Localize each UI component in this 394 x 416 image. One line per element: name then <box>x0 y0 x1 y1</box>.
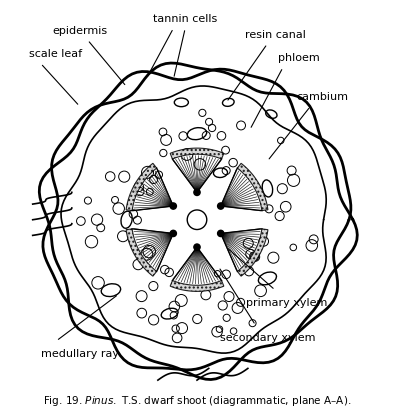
Text: resin canal: resin canal <box>245 30 306 40</box>
Text: tannin cells: tannin cells <box>153 14 217 24</box>
Text: epidermis: epidermis <box>52 26 107 36</box>
Circle shape <box>170 230 177 237</box>
Polygon shape <box>237 229 268 276</box>
Circle shape <box>194 189 200 196</box>
Text: scale leaf: scale leaf <box>29 50 82 59</box>
Polygon shape <box>126 229 157 276</box>
Polygon shape <box>237 163 268 210</box>
Circle shape <box>170 203 177 209</box>
Text: Fig. 19. $\it{Pinus.}$ T.S. dwarf shoot (diagrammatic, plane A–A).: Fig. 19. $\it{Pinus.}$ T.S. dwarf shoot … <box>43 394 351 408</box>
Polygon shape <box>126 163 157 210</box>
Text: primary xylem: primary xylem <box>246 298 328 308</box>
Text: cambium: cambium <box>296 92 348 102</box>
Circle shape <box>217 203 224 209</box>
Text: medullary ray: medullary ray <box>41 349 119 359</box>
Circle shape <box>187 210 207 230</box>
Text: phloem: phloem <box>278 53 320 63</box>
Circle shape <box>217 230 224 237</box>
Polygon shape <box>170 280 224 291</box>
Circle shape <box>194 244 200 250</box>
Text: secondary xylem: secondary xylem <box>220 333 315 343</box>
Polygon shape <box>170 148 224 159</box>
